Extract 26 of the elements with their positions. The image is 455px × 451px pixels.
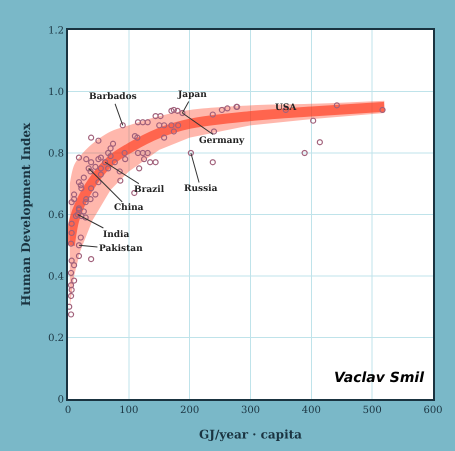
y-tick-label: 0.4 xyxy=(48,272,64,282)
annotation: India xyxy=(103,230,130,240)
annotation: Japan xyxy=(177,90,208,100)
x-tick-label: 300 xyxy=(240,405,260,416)
x-tick-label: 100 xyxy=(119,405,138,416)
y-tick-label: 0.2 xyxy=(48,333,64,344)
x-tick-label: 600 xyxy=(423,405,443,416)
annotation: Russia xyxy=(184,184,218,194)
x-tick-label: 400 xyxy=(302,405,321,416)
x-tick-label: 200 xyxy=(180,405,200,416)
y-tick-label: 0 xyxy=(58,394,64,406)
y-tick-label: 0.6 xyxy=(48,210,64,221)
annotation: Brazil xyxy=(134,185,165,195)
x-axis-title: GJ/year · capita xyxy=(199,427,302,442)
annotation: Pakistan xyxy=(99,244,144,254)
y-tick-label: 0.8 xyxy=(48,148,64,160)
y-tick-label: 1.2 xyxy=(48,26,64,36)
y-tick-label: 1.0 xyxy=(48,87,64,98)
y-axis-title: Human Development Index xyxy=(18,122,33,306)
annotation: Vaclav Smil xyxy=(334,370,424,386)
x-tick-label: 0 xyxy=(64,405,72,416)
annotation: China xyxy=(114,203,144,213)
annotation: USA xyxy=(275,103,298,113)
x-tick-label: 500 xyxy=(362,405,382,416)
annotation: Germany xyxy=(199,136,246,146)
annotation: Barbados xyxy=(89,92,137,102)
